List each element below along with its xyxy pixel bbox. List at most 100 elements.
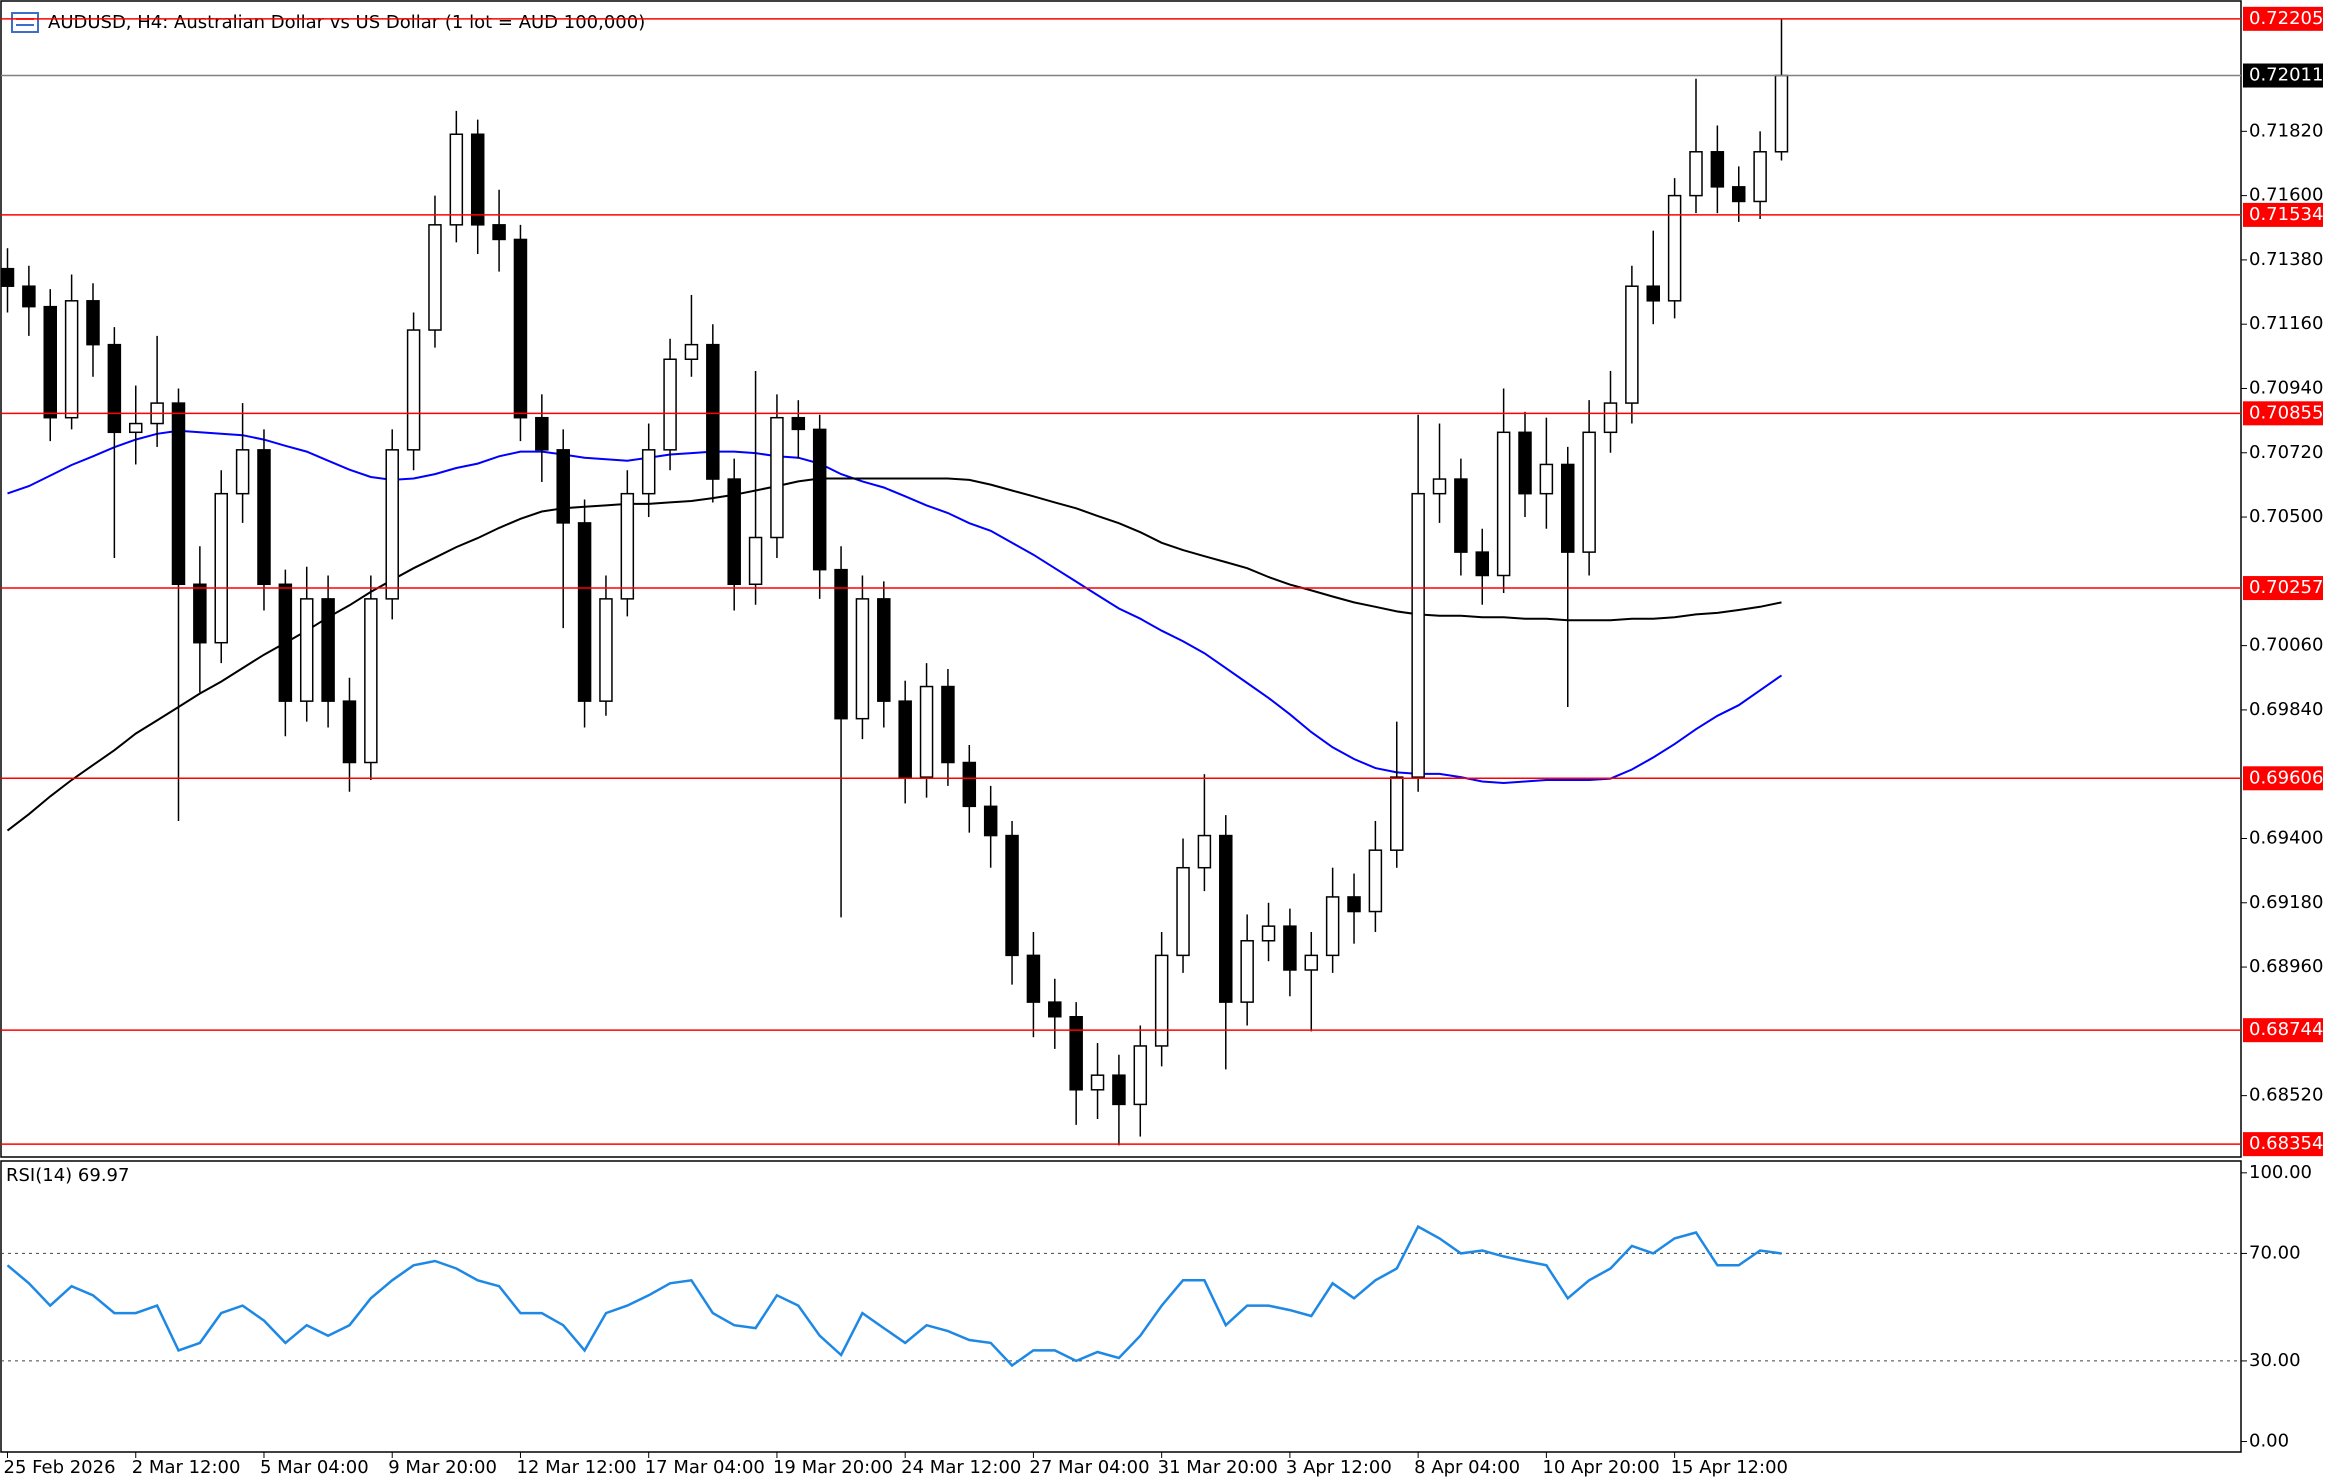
candle-body [1112,1074,1126,1106]
rsi-title: RSI(14) 69.97 [6,1165,129,1186]
candle-body [706,343,720,480]
level-label: 0.72205 [2249,8,2323,29]
y-tick-label: 0.68520 [2249,1085,2323,1106]
x-tick-label: 9 Mar 20:00 [388,1457,497,1478]
candle-body [1518,431,1532,495]
candle-body [941,685,955,764]
candle-body [641,449,656,495]
candle-body [599,598,613,702]
candle-body [1304,954,1319,971]
y-tick-label: 0.70940 [2249,377,2323,398]
candle-body [171,402,186,586]
candle-body [1154,954,1169,1047]
candle-body [128,422,143,434]
candle-body [748,536,763,586]
x-tick-label: 2 Mar 12:00 [132,1457,241,1478]
candle-body [193,583,207,644]
candle-body [1710,151,1725,188]
candle-body [1197,834,1212,869]
candle-body [1133,1045,1148,1106]
candle-body [406,329,421,451]
candle-body [983,805,998,837]
candle-body [1753,151,1767,203]
last-price-label: 0.72011 [2249,65,2323,86]
level-label: 0.70855 [2249,402,2323,423]
candle-body [1774,74,1789,153]
candle-body [1026,954,1041,1003]
candle-body [1603,402,1618,434]
candle-body [1646,285,1660,302]
symbol-icon [11,12,39,33]
candle-body [428,224,442,331]
x-tick-label: 19 Mar 20:00 [773,1457,893,1478]
candle-body [214,492,228,644]
candle-body [1283,925,1297,971]
candle-body [663,358,677,451]
rsi-line [6,1224,1782,1368]
candle-body [1048,1001,1062,1018]
level-label-box [2243,1132,2323,1157]
x-tick-label: 15 Apr 12:00 [1671,1457,1788,1478]
candle-body [449,133,464,226]
level-label-box [2243,202,2323,227]
candle-body [855,598,870,720]
candle-body [1090,1074,1105,1091]
candle-body [1582,431,1596,553]
candle-body [1368,849,1383,913]
rsi-panel-frame [0,1160,2242,1453]
x-tick-label: 31 Mar 20:00 [1158,1457,1278,1478]
x-tick-label: 5 Mar 04:00 [260,1457,369,1478]
candle-body [1432,478,1447,495]
level-label-box [2243,401,2323,426]
y-tick-label: 30.00 [2249,1350,2301,1371]
level-label: 0.70257 [2249,577,2323,598]
candle-body [727,478,741,586]
level-label: 0.68354 [2249,1133,2323,1154]
candle-body [1069,1015,1083,1091]
candle-body [342,700,357,764]
candle-body [1561,463,1575,553]
y-tick-label: 100.00 [2249,1162,2312,1183]
candle-body [1325,896,1340,957]
x-tick-label: 12 Mar 12:00 [516,1457,636,1478]
level-label-box [2243,6,2323,31]
x-tick-label: 25 Feb 2026 [4,1457,116,1478]
candle-body [1219,834,1233,1003]
candle-body [86,300,100,346]
candle-body [556,449,570,524]
x-tick-label: 3 Apr 12:00 [1286,1457,1392,1478]
candle-body [385,449,399,600]
y-tick-label: 0.71380 [2249,249,2323,270]
candle-body [1454,478,1468,553]
candle-body [535,416,549,451]
y-tick-label: 0.71160 [2249,313,2323,334]
level-label-box [2243,766,2323,791]
candle-body [1496,431,1511,577]
y-tick-label: 0.70060 [2249,635,2323,656]
candle-body [1261,925,1276,942]
candle-body [107,343,122,434]
x-tick-label: 24 Mar 12:00 [901,1457,1021,1478]
level-label-box [2243,576,2323,601]
x-tick-label: 8 Apr 04:00 [1414,1457,1520,1478]
candle-body [684,343,699,361]
level-label: 0.68744 [2249,1019,2323,1040]
candle-body [364,598,378,764]
candle-body [770,416,784,539]
y-tick-label: 0.69400 [2249,827,2323,848]
y-tick-label: 70.00 [2249,1242,2301,1263]
candle-body [470,133,485,226]
candle-body [834,568,848,720]
candle-body [1411,492,1425,778]
icon-frame [11,12,39,33]
y-tick-label: 0.00 [2249,1431,2289,1452]
candle-body [1539,463,1554,495]
candle-body [22,285,36,308]
candle-body [235,449,250,495]
candle-body [919,685,934,778]
last-price-box [2243,63,2323,88]
candle-body [1005,834,1019,957]
